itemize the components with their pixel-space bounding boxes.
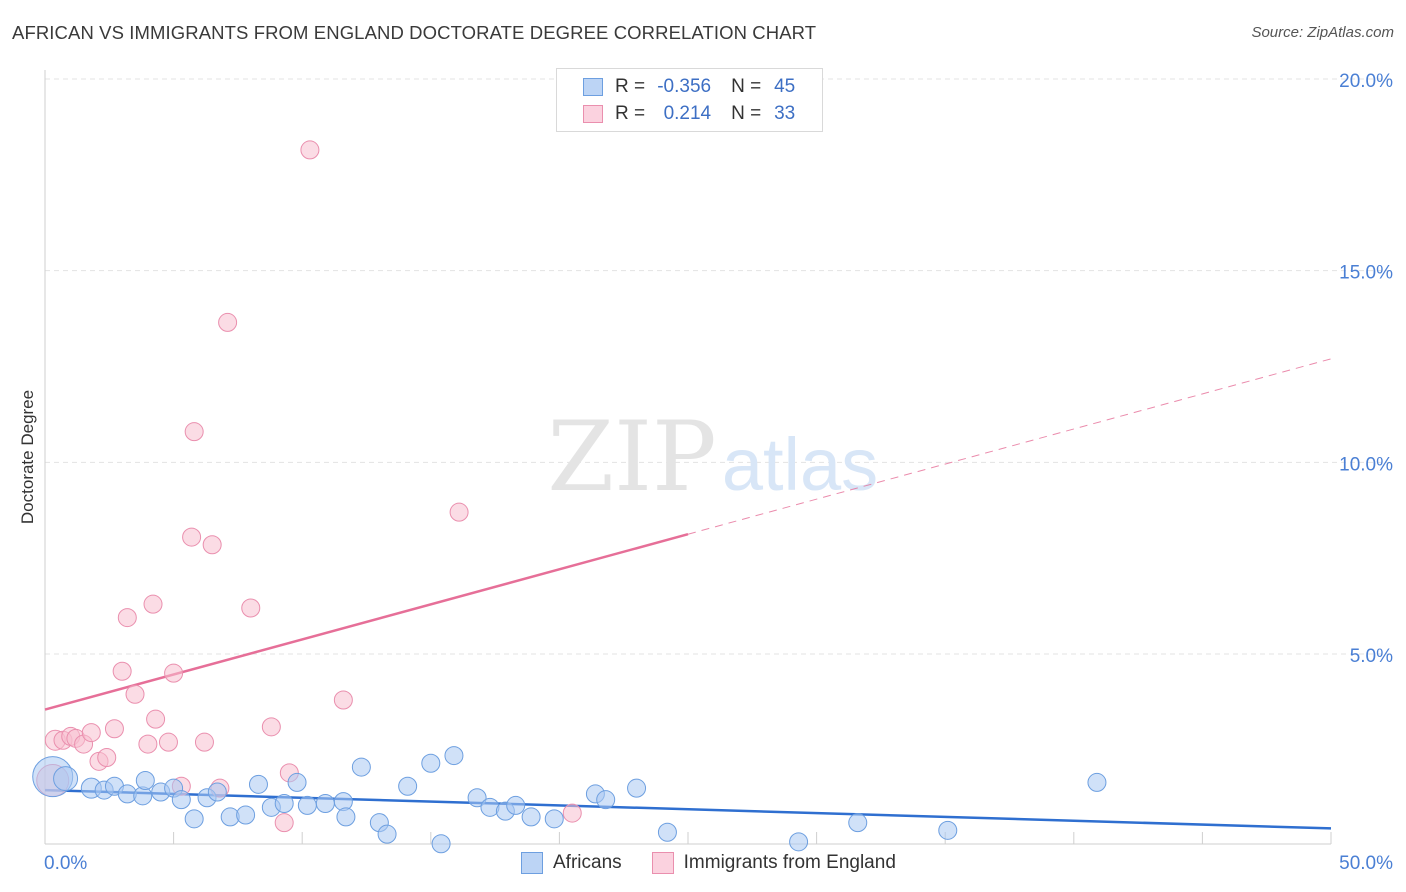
data-point-africans <box>336 807 356 827</box>
legend-n-label: N = <box>731 103 762 124</box>
data-point-england <box>202 535 222 555</box>
y-tick-label: 20.0% <box>1339 71 1393 92</box>
data-point-england <box>112 661 132 681</box>
legend-n-value: 33 <box>774 103 796 124</box>
correlation-legend: R = -0.356 N = 45 R = 0.214 N = 33 <box>556 68 823 132</box>
data-point-africans <box>315 794 335 813</box>
data-point-africans <box>398 776 418 796</box>
data-point-africans <box>377 824 397 844</box>
data-point-africans <box>506 795 526 815</box>
data-point-england <box>449 502 469 522</box>
data-point-africans <box>521 807 541 827</box>
series-legend: Africans Immigrants from England <box>521 852 926 874</box>
series-swatch-england <box>651 852 674 874</box>
data-point-england <box>158 732 178 752</box>
data-point-england <box>261 717 281 737</box>
data-point-england <box>143 594 163 614</box>
x-tick-label: 0.0% <box>44 853 87 874</box>
data-point-africans <box>938 820 958 840</box>
axis-labels: 5.0% 10.0% 15.0% 20.0% 0.0% 50.0% Doctorate De… <box>18 71 1393 874</box>
watermark-zip: ZIP <box>547 401 716 513</box>
legend-r-value: 0.214 <box>663 103 712 124</box>
watermark: ZIP atlas <box>547 401 878 513</box>
legend-swatch-england <box>583 105 603 123</box>
legend-row-africans: R = -0.356 N = 45 <box>583 75 795 99</box>
data-point-england <box>104 719 124 739</box>
data-point-england <box>562 803 582 823</box>
data-point-england <box>146 709 166 729</box>
data-point-africans <box>171 790 191 810</box>
data-point-england <box>241 598 261 618</box>
y-tick-label: 15.0% <box>1339 263 1393 284</box>
legend-r-value: -0.356 <box>657 76 712 97</box>
data-point-africans <box>184 809 204 829</box>
data-point-africans <box>207 782 227 802</box>
data-point-africans <box>236 805 256 825</box>
data-point-africans <box>467 788 487 808</box>
data-point-africans <box>596 790 616 810</box>
data-point-africans <box>287 772 307 792</box>
data-point-africans <box>274 794 294 813</box>
data-point-africans <box>544 809 564 829</box>
watermark-atlas: atlas <box>722 423 878 506</box>
data-point-england <box>81 723 101 743</box>
series-label-england: Immigrants from England <box>683 852 896 873</box>
data-point-africans <box>444 746 464 766</box>
data-point-africans <box>789 832 809 852</box>
data-point-africans <box>421 753 441 773</box>
data-point-africans <box>848 813 868 833</box>
data-point-england <box>333 690 353 710</box>
data-point-england <box>138 734 158 754</box>
data-point-england <box>125 684 145 704</box>
data-point-africans <box>248 774 268 794</box>
data-point-africans <box>657 822 677 842</box>
data-point-africans <box>1087 772 1107 792</box>
grid-lines <box>45 78 1391 655</box>
series-legend-england[interactable]: Immigrants from England <box>651 852 896 874</box>
chart-title: AFRICAN VS IMMIGRANTS FROM ENGLAND DOCTO… <box>12 22 817 43</box>
legend-n-value: 45 <box>774 76 796 97</box>
data-point-england <box>194 732 214 752</box>
source-credit: Source: ZipAtlas.com <box>1251 24 1394 41</box>
data-point-england <box>97 748 117 767</box>
trend-line-1 <box>44 533 689 711</box>
data-point-africans <box>135 771 155 790</box>
legend-swatch-africans <box>583 78 603 96</box>
legend-r-label: R = <box>615 103 646 124</box>
series-swatch-africans <box>521 852 543 874</box>
data-points <box>32 140 1107 854</box>
axes <box>44 70 1332 845</box>
x-tick-label: 50.0% <box>1339 853 1393 874</box>
series-legend-africans[interactable]: Africans <box>521 852 622 874</box>
y-axis-label: Doctorate Degree <box>18 390 37 524</box>
data-point-africans <box>431 834 451 854</box>
data-point-england <box>274 813 294 833</box>
y-tick-label: 5.0% <box>1350 646 1393 667</box>
legend-r-label: R = <box>615 76 646 97</box>
data-point-africans <box>627 778 647 798</box>
data-point-africans <box>53 766 79 792</box>
data-point-england <box>117 608 137 628</box>
data-point-england <box>184 422 204 442</box>
legend-row-england: R = 0.214 N = 33 <box>583 102 795 126</box>
data-point-africans <box>297 795 317 815</box>
y-tick-label: 10.0% <box>1339 454 1393 475</box>
data-point-england <box>164 663 184 683</box>
data-point-england <box>218 312 238 332</box>
series-label-africans: Africans <box>553 852 622 873</box>
trend-line-0 <box>44 788 1332 830</box>
data-point-england <box>300 140 320 160</box>
data-point-africans <box>351 757 371 777</box>
data-point-england <box>182 527 202 547</box>
trend-lines <box>44 358 1332 830</box>
legend-n-label: N = <box>731 76 762 97</box>
